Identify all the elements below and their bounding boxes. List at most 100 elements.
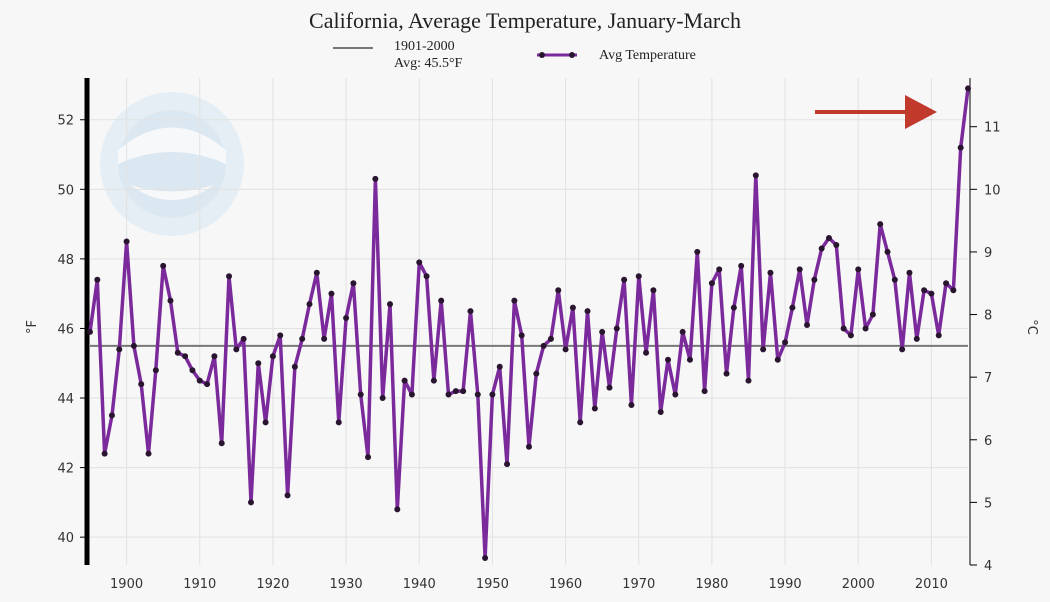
data-point bbox=[174, 349, 181, 356]
data-point bbox=[328, 290, 335, 297]
data-point bbox=[884, 248, 891, 255]
data-point bbox=[855, 266, 862, 273]
y-ticks-right: 4 5 6 7 8 9 10 11 bbox=[969, 78, 1001, 574]
y-tick-label-left: 50 bbox=[57, 183, 74, 198]
data-point bbox=[365, 454, 372, 461]
data-point bbox=[145, 450, 152, 457]
y-tick-label-right: 5 bbox=[984, 496, 992, 511]
data-point bbox=[262, 419, 269, 426]
data-point bbox=[460, 388, 467, 395]
data-point bbox=[847, 332, 854, 339]
data-point bbox=[701, 388, 708, 395]
data-point bbox=[657, 408, 664, 415]
data-point bbox=[621, 276, 628, 283]
data-point bbox=[738, 262, 745, 269]
y-tick-label-left: 44 bbox=[57, 392, 74, 407]
data-point bbox=[394, 506, 401, 513]
data-point bbox=[921, 287, 928, 294]
legend-series-swatch bbox=[537, 52, 577, 58]
data-point bbox=[116, 346, 123, 353]
y-tick-label-left: 46 bbox=[57, 322, 74, 337]
data-point bbox=[474, 391, 481, 398]
data-point bbox=[211, 353, 218, 360]
data-point bbox=[182, 353, 189, 360]
data-point bbox=[196, 377, 203, 384]
data-point bbox=[716, 266, 723, 273]
data-point bbox=[445, 391, 452, 398]
data-point bbox=[811, 276, 818, 283]
x-tick-label: 1900 bbox=[110, 577, 143, 592]
y-tick-label-left: 48 bbox=[57, 253, 74, 268]
x-tick-label: 1960 bbox=[549, 577, 582, 592]
data-point bbox=[511, 297, 518, 304]
y-tick-label-left: 52 bbox=[57, 114, 74, 129]
grid bbox=[90, 78, 968, 565]
series-avg-temperature bbox=[87, 85, 971, 562]
data-point bbox=[335, 419, 342, 426]
legend-baseline-line1: 1901-2000 bbox=[394, 39, 455, 54]
data-point bbox=[226, 273, 233, 280]
data-point bbox=[723, 370, 730, 377]
data-point bbox=[935, 332, 942, 339]
data-point bbox=[891, 276, 898, 283]
data-point bbox=[818, 245, 825, 252]
data-point bbox=[825, 235, 832, 242]
data-point bbox=[526, 443, 532, 450]
data-point bbox=[321, 335, 328, 342]
y-tick-label-right: 8 bbox=[984, 309, 992, 324]
data-point bbox=[255, 360, 262, 367]
data-point bbox=[950, 287, 957, 294]
x-tick-label: 1980 bbox=[695, 577, 728, 592]
data-point bbox=[130, 342, 137, 349]
y-axis-label-left: °F bbox=[25, 320, 40, 334]
legend-series-label: Avg Temperature bbox=[599, 48, 696, 63]
data-point bbox=[957, 144, 964, 151]
x-tick-label: 1970 bbox=[622, 577, 655, 592]
data-point bbox=[343, 315, 350, 322]
red-arrow-annotation bbox=[815, 95, 937, 129]
y-ticks-left: 40 42 44 46 48 50 52 bbox=[57, 114, 87, 546]
legend-baseline-swatch bbox=[333, 47, 373, 49]
chart-title: California, Average Temperature, January… bbox=[309, 8, 741, 33]
data-point bbox=[218, 440, 225, 447]
data-point bbox=[760, 346, 767, 353]
data-point bbox=[247, 499, 254, 506]
y-tick-label-right: 7 bbox=[984, 371, 992, 386]
data-point bbox=[943, 280, 950, 287]
data-point bbox=[408, 391, 415, 398]
data-point bbox=[840, 325, 847, 332]
data-point bbox=[379, 395, 386, 402]
data-point bbox=[540, 342, 547, 349]
y-tick-label-right: 9 bbox=[984, 246, 992, 261]
data-point bbox=[504, 461, 511, 468]
data-point bbox=[577, 419, 584, 426]
y-tick-label-right: 10 bbox=[984, 183, 1001, 198]
data-point bbox=[291, 363, 298, 370]
data-point bbox=[87, 328, 93, 335]
data-point bbox=[416, 259, 423, 266]
data-point bbox=[101, 450, 108, 457]
data-point bbox=[430, 377, 437, 384]
data-point bbox=[613, 325, 620, 332]
data-point bbox=[401, 377, 408, 384]
data-point bbox=[138, 381, 145, 388]
data-point bbox=[160, 262, 167, 269]
data-point bbox=[240, 335, 247, 342]
data-point bbox=[533, 370, 540, 377]
legend-baseline-line2: Avg: 45.5°F bbox=[394, 56, 463, 71]
data-point bbox=[774, 356, 781, 363]
x-tick-label: 1950 bbox=[476, 577, 509, 592]
data-point bbox=[635, 273, 642, 280]
data-point bbox=[204, 381, 211, 388]
data-point bbox=[906, 269, 913, 276]
data-point bbox=[152, 367, 159, 374]
x-tick-label: 2010 bbox=[915, 577, 948, 592]
data-point bbox=[965, 85, 971, 92]
data-point bbox=[584, 308, 591, 315]
data-point bbox=[94, 276, 101, 283]
x-tick-label: 1910 bbox=[183, 577, 216, 592]
data-point bbox=[108, 412, 115, 419]
data-point bbox=[767, 269, 774, 276]
data-point bbox=[386, 301, 393, 308]
